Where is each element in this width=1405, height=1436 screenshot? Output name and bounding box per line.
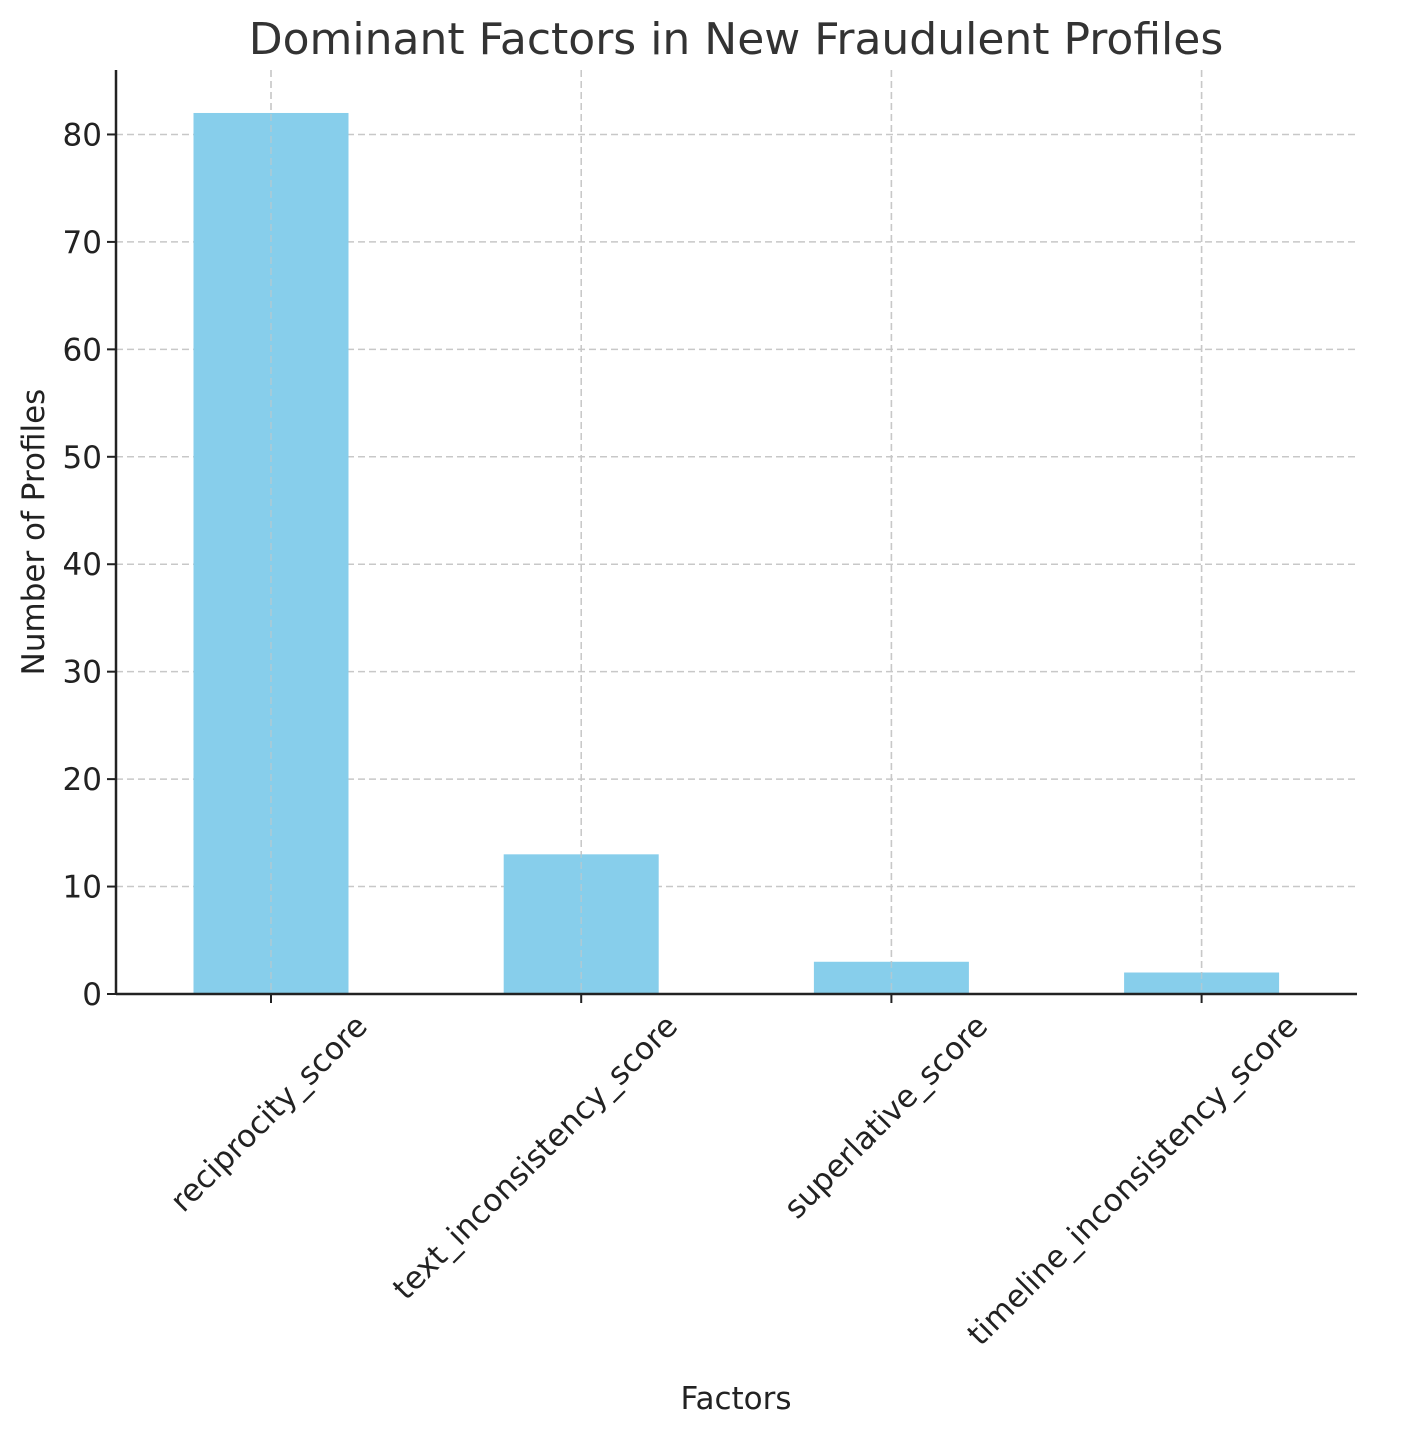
y-tick-label: 30 <box>63 655 102 691</box>
y-tick-label: 60 <box>63 332 102 368</box>
y-tick-label: 20 <box>63 762 102 798</box>
chart-title: Dominant Factors in New Fraudulent Profi… <box>249 14 1224 65</box>
bars <box>193 70 1280 994</box>
x-tick-label: timeline_inconsistency_score <box>961 1008 1306 1353</box>
y-tick-label: 10 <box>63 870 102 906</box>
y-tick-label: 70 <box>63 225 102 261</box>
y-tick-label: 0 <box>82 977 102 1013</box>
y-tick-label: 80 <box>63 117 102 153</box>
x-tick-label: reciprocity_score <box>164 1008 375 1219</box>
x-tick-label: text_inconsistency_score <box>386 1008 685 1307</box>
bar-reciprocity_score <box>193 112 349 994</box>
x-tick-label: superlative_score <box>777 1008 995 1226</box>
y-axis-label: Number of Profiles <box>16 389 52 676</box>
y-tick-label: 50 <box>63 440 102 476</box>
y-tick-label: 40 <box>63 547 102 583</box>
x-axis-label: Factors <box>680 1381 791 1417</box>
